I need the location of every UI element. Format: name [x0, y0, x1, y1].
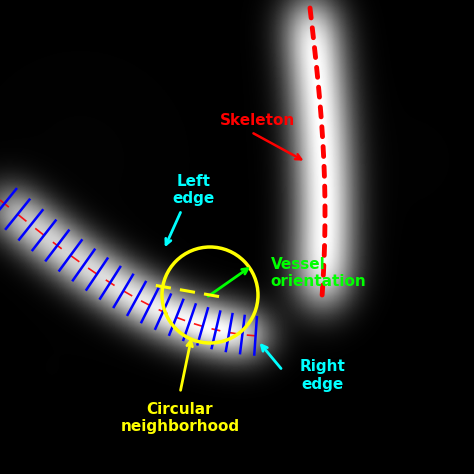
Text: Vessel
orientation: Vessel orientation	[271, 257, 366, 289]
Text: Left
edge: Left edge	[173, 173, 215, 206]
Text: Skeleton: Skeleton	[220, 112, 295, 128]
Text: Right
edge: Right edge	[300, 359, 346, 392]
Text: Circular
neighborhood: Circular neighborhood	[120, 402, 239, 434]
